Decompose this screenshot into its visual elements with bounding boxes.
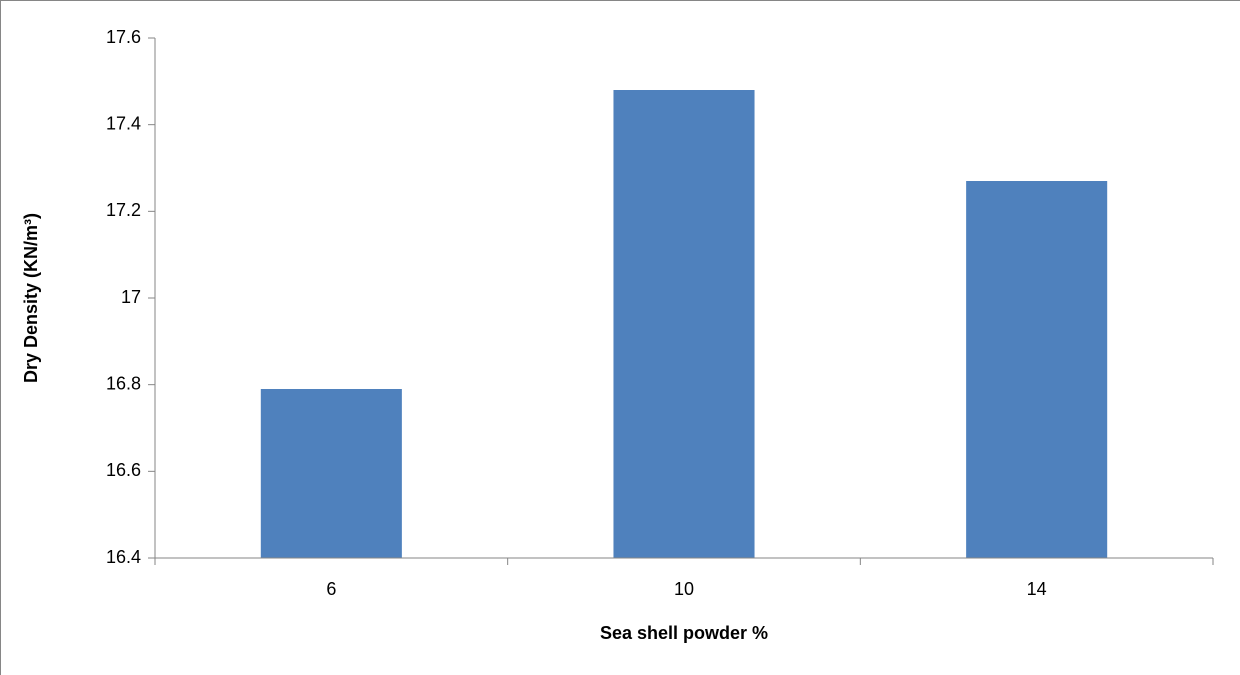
y-axis-title: Dry Density (KN/m³) [21,213,41,383]
y-tick-label: 17 [121,287,141,307]
y-tick-label: 17.6 [106,27,141,47]
bar [613,90,755,558]
y-tick-label: 16.8 [106,373,141,393]
bar [260,389,402,558]
bar [966,181,1108,558]
y-tick-label: 17.2 [106,200,141,220]
x-axis-title: Sea shell powder % [600,623,768,643]
y-tick-label: 16.4 [106,547,141,567]
x-tick-label: 14 [1027,579,1047,599]
y-tick-label: 16.6 [106,460,141,480]
y-tick-label: 17.4 [106,113,141,133]
x-tick-label: 6 [326,579,336,599]
x-tick-label: 10 [674,579,694,599]
